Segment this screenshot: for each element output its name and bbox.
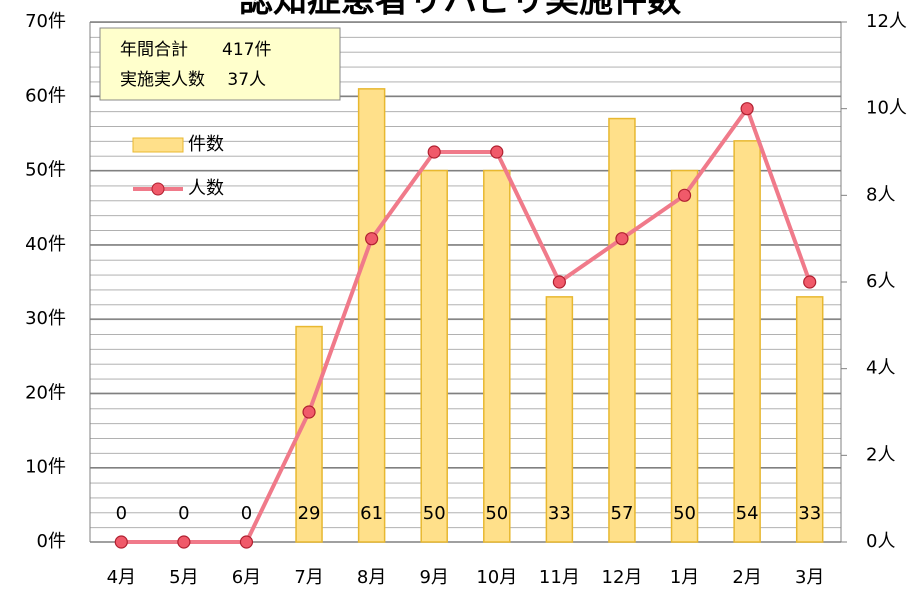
x-tick-label: 6月 [232, 567, 261, 588]
y2-tick-label: 12人 [866, 11, 907, 32]
data-label: 0 [178, 503, 189, 524]
point [803, 275, 817, 289]
y-tick-label: 60件 [25, 85, 66, 106]
minor-grid [90, 22, 841, 542]
annotation: 年間合計 417件 [120, 40, 271, 60]
x-tick-label: 3月 [795, 567, 824, 588]
legend-swatch [151, 182, 165, 196]
y-tick-label: 40件 [25, 234, 66, 255]
x-tick-label: 9月 [419, 567, 448, 588]
bar [795, 296, 824, 543]
legend-label: 人数 [188, 178, 224, 199]
x-tick-label: 1月 [670, 567, 699, 588]
line [121, 104, 812, 544]
bar [733, 140, 761, 543]
x-tick-label: 4月 [107, 567, 136, 588]
y-tick-label: 70件 [25, 11, 66, 32]
data-label: 0 [241, 503, 252, 524]
x-tick-label: 11月 [539, 567, 580, 588]
point [740, 102, 754, 116]
point [677, 188, 692, 202]
bar [608, 117, 636, 543]
y2-tick-label: 10人 [866, 98, 907, 119]
y-tick-label: 10件 [25, 457, 66, 478]
y2-tick-label: 4人 [866, 358, 895, 379]
x-tick-label: 8月 [357, 567, 386, 588]
bar [670, 169, 699, 543]
bar [545, 296, 574, 543]
x-tick-label: 2月 [732, 567, 761, 588]
data-label: 54 [736, 503, 759, 524]
data-label: 33 [798, 503, 821, 524]
data-label: 0 [116, 503, 127, 524]
point [552, 275, 566, 289]
x-tick-label: 12月 [602, 567, 643, 588]
annotation-box [99, 27, 341, 101]
legend-swatch [132, 137, 184, 153]
data-label: 50 [673, 503, 696, 524]
x-tick-label: 10月 [476, 567, 517, 588]
x-tick-label: 5月 [169, 567, 198, 588]
point [302, 405, 316, 419]
data-label: 29 [298, 503, 321, 524]
data-label: 57 [611, 503, 634, 524]
y2-tick-label: 8人 [866, 184, 895, 205]
point [615, 232, 629, 246]
bar [420, 169, 448, 543]
bar [483, 169, 511, 543]
y2-tick-label: 6人 [866, 271, 895, 292]
y2-tick-label: 2人 [866, 444, 895, 465]
data-label: 50 [423, 503, 446, 524]
legend-label: 件数 [188, 134, 224, 155]
y-tick-label: 30件 [25, 308, 66, 329]
y2-tick-label: 0人 [866, 531, 895, 552]
y-tick-label: 0件 [37, 531, 66, 552]
annotation: 実施実人数 37人 [120, 70, 266, 90]
data-label: 61 [360, 503, 383, 524]
point [114, 535, 128, 549]
x-tick-label: 7月 [294, 567, 323, 588]
chart-title: 認知症患者リハビリ実施件数 [239, 0, 681, 21]
y-tick-label: 50件 [25, 160, 66, 181]
point [177, 535, 191, 549]
point [427, 145, 441, 159]
data-label: 50 [485, 503, 508, 524]
data-label: 33 [548, 503, 571, 524]
point [365, 232, 379, 246]
y-tick-label: 20件 [25, 382, 66, 403]
bar [357, 88, 386, 543]
point [239, 535, 254, 549]
point [490, 145, 504, 159]
